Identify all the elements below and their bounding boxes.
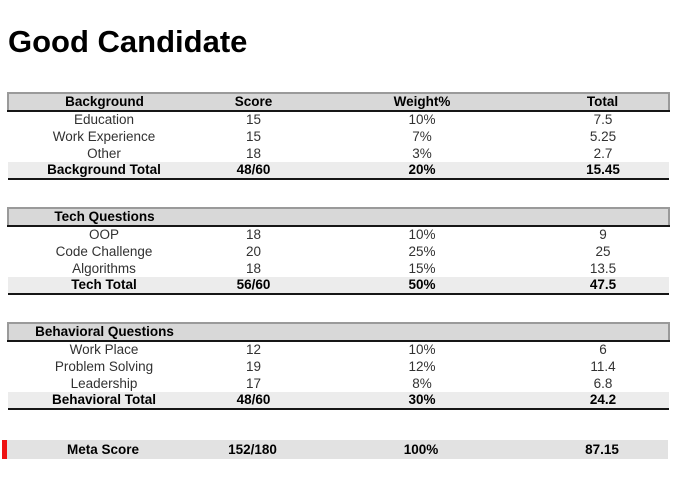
total-row-label: Background Total	[8, 162, 200, 180]
score-cell: 56/60	[200, 277, 307, 295]
score-cell: 18	[245, 145, 262, 161]
weight-cell: 7%	[412, 128, 432, 144]
total-cell: 2.7	[593, 145, 613, 161]
section-header-tech-questions: Tech Questions	[7, 207, 200, 227]
row-label: Work Place	[69, 342, 139, 358]
weight-cell: 12%	[408, 358, 436, 374]
section-header-behavioral-questions: Behavioral Questions	[7, 322, 200, 342]
score-cell: 15	[245, 112, 262, 128]
score-cell: 48/60	[200, 392, 307, 410]
red-accent-bar	[2, 440, 7, 459]
row-label: OOP	[88, 227, 119, 243]
column-header-weight: Weight%	[307, 92, 537, 112]
total-cell: 24.2	[537, 392, 669, 410]
tech-header-row: Tech Questions	[7, 207, 670, 227]
tech-section-table: Tech Questions OOP 18 10% 9 Code Challen…	[7, 207, 670, 295]
tech-total-row: Tech Total 56/60 50% 47.5	[8, 277, 669, 295]
meta-score-label: Meta Score	[66, 442, 140, 457]
total-cell: 6	[599, 342, 607, 358]
empty-header-cell	[307, 322, 537, 342]
background-total-row: Background Total 48/60 20% 15.45	[8, 162, 669, 180]
table-row-other: Other 18 3% 2.7	[8, 145, 669, 162]
empty-header-cell	[307, 207, 537, 227]
score-cell: 48/60	[200, 162, 307, 180]
weight-cell: 50%	[307, 277, 537, 295]
row-label: Work Experience	[52, 128, 156, 144]
row-label: Education	[73, 112, 135, 128]
total-cell: 6.8	[593, 375, 613, 391]
weight-cell: 25%	[408, 243, 436, 259]
total-cell: 15.45	[537, 162, 669, 180]
weight-cell: 3%	[412, 145, 432, 161]
empty-header-cell	[537, 322, 670, 342]
column-header-total: Total	[537, 92, 670, 112]
table-row-algorithms: Algorithms 18 15% 13.5	[8, 260, 669, 277]
weight-cell: 10%	[408, 227, 436, 243]
total-cell: 9	[599, 227, 607, 243]
total-cell: 13.5	[589, 260, 617, 276]
table-row-problem-solving: Problem Solving 19 12% 11.4	[8, 358, 669, 375]
score-cell: 19	[245, 358, 262, 374]
row-label: Algorithms	[72, 260, 136, 276]
behavioral-total-row: Behavioral Total 48/60 30% 24.2	[8, 392, 669, 410]
row-label: Problem Solving	[54, 358, 154, 374]
behavioral-section-table: Behavioral Questions Work Place 12 10% 6…	[7, 322, 670, 410]
weight-cell: 8%	[412, 375, 432, 391]
score-cell: 18	[245, 260, 262, 276]
meta-total-value: 87.15	[585, 442, 619, 457]
empty-header-cell	[537, 207, 670, 227]
column-header-background: Background	[7, 92, 200, 112]
empty-header-cell	[200, 322, 307, 342]
total-cell: 47.5	[537, 277, 669, 295]
total-row-label: Behavioral Total	[8, 392, 200, 410]
score-cell: 15	[245, 128, 262, 144]
column-header-score: Score	[200, 92, 307, 112]
total-row-label: Tech Total	[8, 277, 200, 295]
meta-weight-value: 100%	[403, 442, 439, 457]
score-cell: 17	[245, 375, 262, 391]
weight-cell: 15%	[408, 260, 436, 276]
total-cell: 11.4	[590, 358, 616, 374]
score-cell: 20	[245, 243, 262, 259]
weight-cell: 30%	[307, 392, 537, 410]
total-cell: 7.5	[593, 112, 613, 128]
table-row-work-place: Work Place 12 10% 6	[8, 341, 669, 358]
meta-score-value: 152/180	[228, 442, 277, 457]
total-label-text: Tech Total	[71, 277, 137, 293]
row-label: Leadership	[70, 375, 138, 391]
weight-cell: 10%	[408, 112, 436, 128]
weight-cell: 10%	[408, 342, 436, 358]
total-label-text: Background Total	[47, 162, 161, 178]
empty-header-cell	[200, 207, 307, 227]
table-row-leadership: Leadership 17 8% 6.8	[8, 375, 669, 392]
total-cell: 25	[595, 243, 611, 259]
total-cell: 5.25	[589, 128, 617, 144]
table-row-oop: OOP 18 10% 9	[8, 226, 669, 243]
table-row-work-experience: Work Experience 15 7% 5.25	[8, 128, 669, 145]
weight-cell: 20%	[307, 162, 537, 180]
row-label: Other	[87, 145, 121, 161]
row-label: Code Challenge	[55, 243, 153, 259]
table-row-education: Education 15 10% 7.5	[8, 111, 669, 128]
page-title: Good Candidate	[8, 24, 248, 59]
background-header-row: Background Score Weight% Total	[7, 92, 670, 112]
behavioral-header-row: Behavioral Questions	[7, 322, 670, 342]
background-section-table: Background Score Weight% Total Education…	[7, 92, 670, 180]
table-row-code-challenge: Code Challenge 20 25% 25	[8, 243, 669, 260]
score-cell: 18	[245, 227, 262, 243]
score-cell: 12	[245, 342, 262, 358]
meta-score-row: Meta Score 152/180 100% 87.15	[2, 440, 668, 459]
total-label-text: Behavioral Total	[51, 392, 157, 408]
